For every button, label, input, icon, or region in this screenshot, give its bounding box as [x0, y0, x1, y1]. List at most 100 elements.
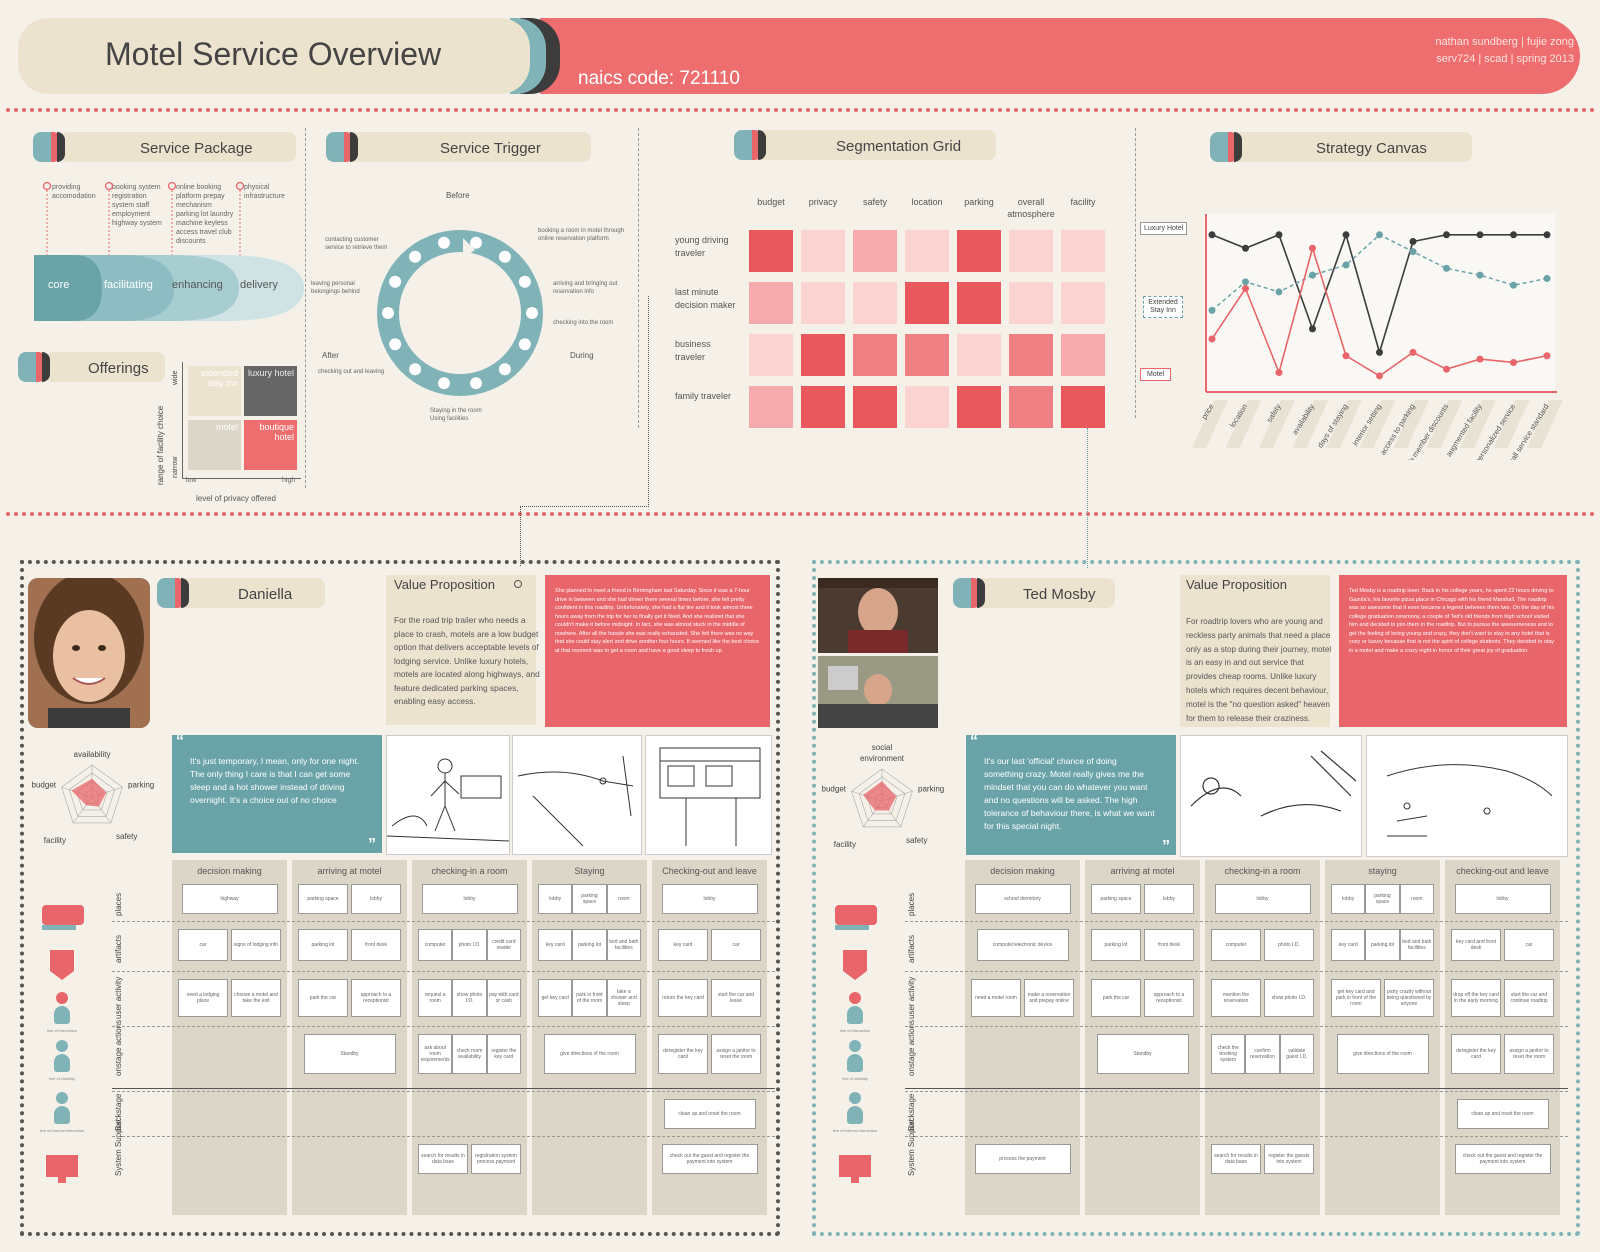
radar-label: parking	[918, 784, 944, 793]
blueprint-row-label: System Support	[907, 1119, 916, 1176]
legend-motel: Motel	[1140, 368, 1172, 381]
blueprint-step: lobby	[1454, 884, 1551, 914]
blueprint-step: key card and front desk	[1451, 929, 1501, 961]
strategy-point	[1510, 231, 1517, 239]
radar-shape	[863, 781, 897, 811]
service-package-layers	[34, 255, 304, 321]
radar-label: budget	[822, 784, 847, 793]
strategy-tick-band	[1426, 400, 1463, 448]
seg-cell	[1061, 386, 1105, 428]
blueprint-step: check room availability	[452, 1034, 487, 1074]
blueprint-step: lobby	[1331, 884, 1366, 914]
strategy-point	[1309, 244, 1316, 252]
person-head-icon	[56, 992, 68, 1004]
blueprint-step: need a lodging place	[178, 979, 228, 1017]
ring-node	[389, 275, 402, 288]
offerings-axis	[182, 362, 301, 479]
persona1-radar: availability parking safety facility budget	[32, 750, 155, 845]
seg-row-label: young driving traveler	[675, 235, 729, 258]
strategy-point	[1476, 231, 1484, 239]
seg-col-label: parking	[964, 197, 994, 207]
line-of-visibility	[112, 1088, 775, 1089]
trigger-during: During	[570, 351, 594, 360]
blueprint-row-separator	[905, 921, 1568, 922]
segmentation-header	[748, 130, 996, 160]
blueprint-step: room	[606, 884, 641, 914]
top-divider	[6, 108, 1596, 112]
persona2-avatar	[818, 578, 938, 653]
blueprint-step: mention the reservation	[1211, 979, 1261, 1017]
blueprint-step: deregister the key card	[1451, 1034, 1501, 1074]
persona2-car-photo	[818, 656, 938, 728]
seg-cell	[801, 334, 845, 376]
offering-boutique-hotel-label: boutique hotel	[259, 422, 294, 442]
offerings-title: Offerings	[88, 360, 149, 377]
strategy-tick-band	[1393, 400, 1429, 448]
person-body-icon	[54, 1006, 70, 1024]
blueprint-phase-label: decision making	[990, 866, 1055, 876]
radar-grid	[68, 772, 116, 817]
blueprint-step: need a motel room	[971, 979, 1021, 1017]
trigger-note-contact: contacting customer service to retrieve …	[325, 237, 388, 251]
seg-cell	[749, 230, 793, 272]
radar-label: facility	[834, 840, 856, 849]
blueprint-phase-label: decision making	[197, 866, 262, 876]
ring-node	[437, 236, 450, 249]
note-facilitating: booking system registration system staff…	[112, 184, 162, 227]
offerings-x-label: level of privacy offered	[196, 494, 276, 503]
blueprint-row-label: onstage actions	[907, 1019, 916, 1076]
seg-cell	[853, 230, 897, 272]
radar-label: budget	[32, 780, 57, 789]
blueprint-step: lobby	[1214, 884, 1311, 914]
blueprint-step: show photo I.D.	[452, 979, 487, 1017]
seg-cell	[1061, 334, 1105, 376]
seg-row-label: family traveler	[675, 391, 732, 401]
icon-caption: line of visibility	[842, 1076, 868, 1081]
offering-motel: motel	[188, 420, 241, 470]
strategy-point	[1443, 365, 1450, 373]
seg-col-label: overall atmosphere	[1007, 197, 1055, 219]
separator-1	[305, 128, 306, 488]
blueprint-step: ask about room requirements	[418, 1034, 453, 1074]
monitor-stand-icon	[851, 1177, 859, 1183]
icon-caption: line of visibility	[49, 1076, 75, 1081]
connector-right	[1087, 428, 1088, 568]
strategy-chart: price location safety availability days of s…	[1192, 214, 1563, 460]
offering-luxury-hotel: luxury hotel	[244, 366, 297, 416]
seg-cell	[801, 282, 845, 324]
blueprint-step: bed and bath facilities	[1399, 929, 1434, 961]
persona2-vp-title: Value Proposition	[1186, 577, 1287, 592]
trigger-after: After	[322, 351, 339, 360]
offering-boutique-hotel: boutique hotel	[244, 420, 297, 470]
persona2-photo-1	[818, 578, 938, 653]
person-head-icon	[849, 1040, 861, 1052]
blueprint-step: assign a janitor to reset the room	[711, 1034, 761, 1074]
radar-grid	[858, 776, 906, 821]
persona2-quote-open: “	[970, 733, 978, 750]
offering-extended-stay: extended stay inn	[188, 366, 241, 416]
motel-ground-icon	[42, 925, 76, 930]
blueprint-step: bed and bath facilities	[606, 929, 641, 961]
blueprint-step: give directions of the room	[1336, 1034, 1429, 1074]
blueprint-step: photo I.D.	[1264, 929, 1314, 961]
radar-label: parking	[128, 780, 154, 789]
blueprint-step: front desk	[1144, 929, 1194, 961]
persona1-vp-text: For the road trip trailer who needs a pl…	[394, 615, 540, 706]
seg-cell	[853, 386, 897, 428]
strategy-plot-bg	[1204, 214, 1555, 392]
strategy-point	[1309, 271, 1316, 279]
monitor-icon	[839, 1155, 871, 1177]
strategy-title: Strategy Canvas	[1316, 140, 1427, 157]
persona1-story: She planned to meet a friend in Birmingh…	[545, 575, 770, 727]
sketch-graduation-party	[1190, 750, 1357, 817]
seg-col-label: facility	[1070, 197, 1096, 207]
blueprint-step: school dormitory	[974, 884, 1071, 914]
motel-building-icon	[835, 905, 877, 925]
blueprint-step: search for results in data base	[418, 1144, 468, 1174]
layer-enhancing: enhancing	[172, 279, 223, 291]
sketch-lodging-sign	[659, 747, 761, 846]
seg-cell	[905, 334, 949, 376]
radar-label: availability	[74, 750, 111, 759]
note-markers	[42, 181, 245, 262]
persona1-frame	[20, 560, 780, 1236]
